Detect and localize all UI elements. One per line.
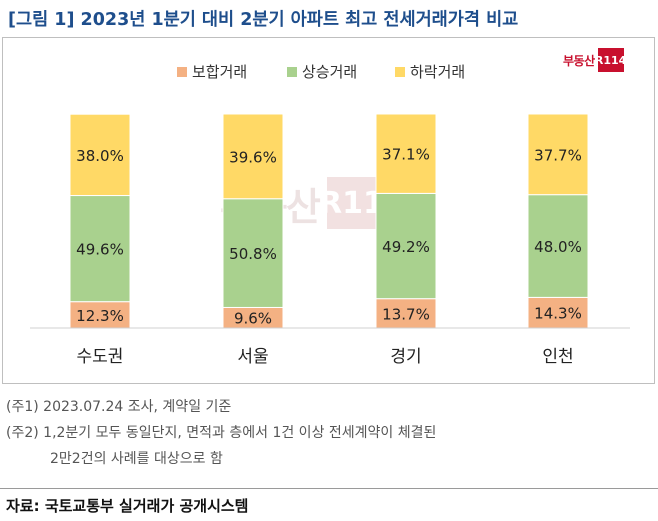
category-label-2: 서울 bbox=[237, 347, 268, 367]
stacked-bar-chart: 보합거래 상승거래 하락거래 12.3% 49.6% 38.0% 9.6% 50.8% 39.6… bbox=[30, 63, 630, 367]
legend-swatch-2 bbox=[287, 67, 297, 77]
category-label-4: 인천 bbox=[542, 347, 573, 367]
data-label-1-3: 38.0% bbox=[76, 147, 124, 165]
bar-1-2 bbox=[69, 195, 131, 303]
data-label-4-3: 37.7% bbox=[534, 146, 582, 164]
data-label-2-1: 9.6% bbox=[234, 310, 272, 328]
legend-label-2: 상승거래 bbox=[302, 63, 357, 81]
legend-label-1: 보합거래 bbox=[192, 63, 247, 81]
bar-3-3 bbox=[375, 113, 437, 194]
data-label-2-3: 39.6% bbox=[229, 148, 277, 166]
legend-swatch-3 bbox=[395, 67, 405, 77]
bar-4-3 bbox=[527, 113, 589, 196]
legend-label-3: 하락거래 bbox=[410, 63, 465, 81]
source-line: 자료: 국토교통부 실거래가 공개시스템 bbox=[0, 488, 658, 521]
data-label-3-2: 49.2% bbox=[382, 238, 430, 256]
notes: (주1) 2023.07.24 조사, 계약일 기준 (주2) 1,2분기 모두… bbox=[6, 394, 654, 472]
logo-box: R114 bbox=[595, 48, 626, 72]
bar-3-2 bbox=[375, 192, 437, 300]
bar-2-2 bbox=[222, 198, 284, 308]
legend-swatch-1 bbox=[177, 67, 187, 77]
category-label-1: 수도권 bbox=[77, 347, 124, 367]
data-label-3-3: 37.1% bbox=[382, 146, 430, 164]
bar-2-3 bbox=[222, 113, 284, 200]
bar-4-1 bbox=[527, 296, 589, 329]
page-title: [그림 1] 2023년 1분기 대비 2분기 아파트 최고 전세거래가격 비교 bbox=[8, 9, 519, 30]
data-label-4-2: 48.0% bbox=[534, 238, 582, 256]
note-2: (주2) 1,2분기 모두 동일단지, 면적과 층에서 1건 이상 전세계약이 … bbox=[6, 425, 437, 441]
note-1: (주1) 2023.07.24 조사, 계약일 기준 bbox=[6, 399, 232, 415]
bar-1-3 bbox=[69, 113, 131, 197]
note-2-continued: 2만2건의 사례를 대상으로 함 bbox=[50, 451, 223, 467]
bar-3-1 bbox=[375, 298, 437, 329]
r114-logo-icon: 부동산 R114 bbox=[563, 47, 626, 73]
data-label-1-2: 49.6% bbox=[76, 241, 124, 259]
data-label-3-1: 13.7% bbox=[382, 305, 430, 323]
logo-text: 부동산 bbox=[563, 53, 595, 68]
data-label-2-2: 50.8% bbox=[229, 245, 277, 263]
data-label-1-1: 12.3% bbox=[76, 307, 124, 325]
bar-4-2 bbox=[527, 194, 589, 298]
data-label-4-1: 14.3% bbox=[534, 305, 582, 323]
category-label-3: 경기 bbox=[390, 347, 421, 367]
